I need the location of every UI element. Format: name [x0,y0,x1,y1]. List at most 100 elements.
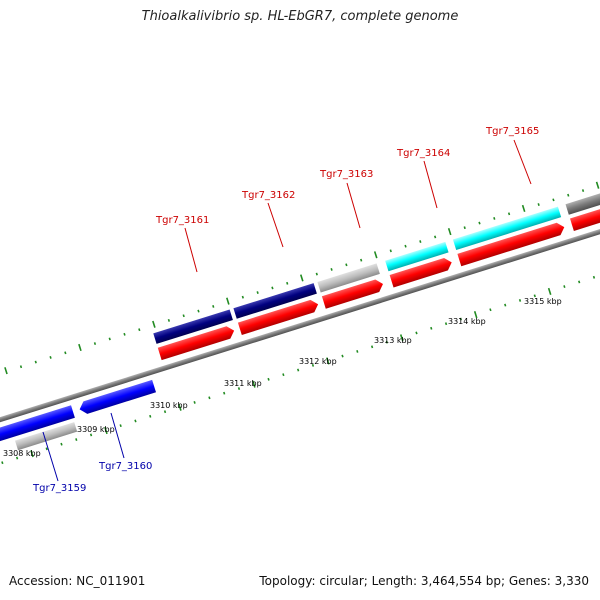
cds-tgr7-3163-arrow[interactable] [321,278,385,309]
minor-tick [581,189,585,193]
accession-text: Accession: NC_011901 [9,574,146,588]
minor-tick [415,331,418,335]
minor-tick [389,249,392,253]
gene-tgr7-3166-bar[interactable] [565,192,600,215]
leader-tgr7-3159 [42,431,59,482]
major-tick [447,228,452,236]
genome-summary-text: Topology: circular; Length: 3,464,554 bp… [259,574,589,588]
gene-tgr7-3163-bar[interactable] [317,263,380,293]
tick-label-3308: 3308 kbp [3,449,41,458]
minor-tick [360,258,363,262]
major-tick [547,287,552,296]
major-tick [252,380,256,388]
minor-tick [504,303,507,307]
genome-backbone [0,207,600,440]
tick-label-3311: 3311 kbp [224,379,262,388]
minor-tick [182,314,185,318]
tick-label-3314: 3314 kbp [448,317,486,326]
minor-tick [15,456,19,460]
minor-tick [315,272,318,276]
gene-tgr7-3162-bar[interactable] [233,283,317,319]
minor-tick [93,342,97,345]
cds-tgr7-3165-arrow[interactable] [457,221,566,267]
minor-tick [64,351,67,355]
gene-tgr7-3165-bar[interactable] [452,206,562,251]
minor-tick [356,350,359,353]
leader-tgr7-3164 [423,160,438,209]
minor-tick [430,326,433,330]
minor-tick [167,318,171,322]
minor-tick [123,332,126,336]
major-tick [30,450,34,458]
minor-tick [193,401,196,404]
major-tick [78,343,82,352]
minor-tick [271,286,274,290]
minor-tick [507,212,511,216]
gene-label-tgr7-3163: Tgr7_3163 [319,169,373,180]
gene-label-tgr7-3161: Tgr7_3161 [155,215,209,226]
minor-tick [197,309,200,313]
major-tick [399,334,404,342]
minor-tick [19,365,23,369]
minor-tick [212,305,215,308]
minor-tick [163,410,167,414]
major-tick [595,181,600,189]
minor-tick [341,354,344,358]
minor-tick [433,235,437,239]
gene-label-tgr7-3164: Tgr7_3164 [396,148,450,159]
gene-tgr7-3159-bar[interactable] [15,422,78,451]
minor-tick [282,373,285,377]
gene-label-tgr7-3160: Tgr7_3160 [98,461,152,472]
gene-tgr7-3160-arrow[interactable] [78,379,157,416]
tick-label-3313: 3313 kbp [374,336,412,345]
minor-tick [34,360,37,364]
minor-tick [370,345,374,349]
major-tick [473,311,478,319]
major-tick [521,204,526,213]
cds-tgr7-3166-arrow[interactable] [569,206,600,231]
minor-tick [60,442,63,446]
map-title: Thioalkalivibrio sp. HL-EbGR7, complete … [141,9,459,24]
minor-tick [537,203,540,206]
minor-tick [463,226,466,230]
minor-tick [563,285,566,289]
minor-tick [567,193,570,197]
minor-tick [345,263,348,267]
minor-tick [134,419,137,423]
major-tick [226,297,230,305]
minor-tick [404,244,407,248]
minor-tick [223,391,226,395]
minor-tick [1,461,4,465]
tick-label-3309: 3309 kbp [77,425,115,434]
gene-label-tgr7-3162: Tgr7_3162 [241,190,295,201]
minor-tick [119,424,122,428]
minor-tick [286,281,289,285]
leader-tgr7-3162 [267,202,284,248]
tick-label-3315: 3315 kbp [524,297,562,306]
minor-tick [89,433,93,437]
cds-tgr7-3161-arrow[interactable] [157,324,236,361]
minor-tick [419,240,422,244]
minor-tick [518,299,522,302]
minor-tick [149,414,152,418]
minor-tick [75,438,78,441]
minor-tick [138,328,141,332]
minor-tick [49,356,52,359]
major-tick [4,367,8,375]
cds-tgr7-3164-arrow[interactable] [389,256,454,288]
gene-tgr7-3159-arrow[interactable] [0,405,75,446]
minor-tick [489,308,492,312]
major-tick [299,274,304,282]
minor-tick [297,368,300,372]
cds-tgr7-3162-arrow[interactable] [237,298,320,336]
gene-tgr7-3161-bar[interactable] [153,309,233,344]
gene-label-tgr7-3165: Tgr7_3165 [485,126,539,137]
minor-tick [533,294,536,298]
major-tick [325,357,330,365]
minor-tick [45,447,48,451]
leader-tgr7-3163 [346,182,361,229]
minor-tick [493,216,496,220]
minor-tick [578,280,581,284]
major-tick [104,426,108,435]
gene-tgr7-3164-bar[interactable] [385,241,449,272]
